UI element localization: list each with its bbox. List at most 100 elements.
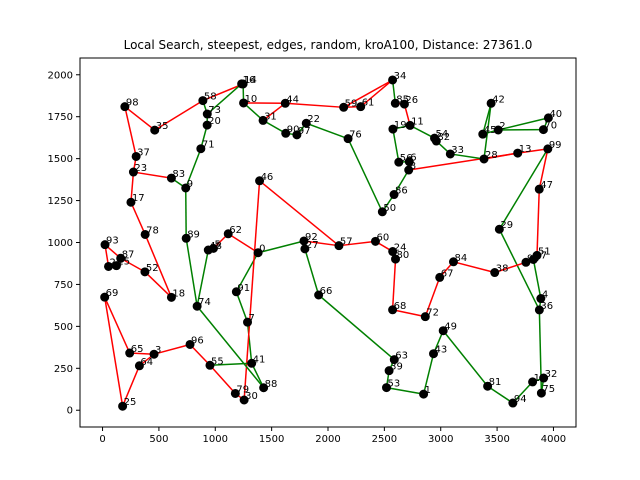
node-point-37: [131, 151, 141, 161]
node-point-86: [389, 190, 399, 200]
tour-edge-67-72: [424, 277, 441, 317]
node-point-20: [202, 120, 212, 130]
tour-edge-46-57: [259, 180, 340, 247]
tour-edge-63-66: [318, 294, 395, 361]
node-label-64: 64: [140, 357, 153, 368]
node-label-82: 82: [437, 132, 450, 143]
node-label-3: 3: [155, 345, 161, 356]
node-point-91: [231, 287, 241, 297]
node-label-2: 2: [499, 121, 505, 132]
tour-edge-7-41: [246, 322, 253, 364]
tour-edge-65-69: [104, 296, 131, 354]
node-point-22: [301, 118, 311, 128]
node-label-16: 16: [243, 75, 256, 86]
node-point-11: [405, 120, 415, 130]
node-point-44: [280, 98, 290, 108]
node-point-72: [420, 312, 430, 322]
node-point-19: [388, 124, 398, 134]
node-label-24: 24: [394, 243, 407, 254]
tour-edge-17-23: [130, 171, 135, 203]
node-point-71: [196, 144, 206, 154]
node-point-26: [399, 99, 409, 109]
node-point-73: [202, 109, 212, 119]
node-point-21: [104, 261, 114, 271]
node-point-96: [185, 339, 195, 349]
node-label-73: 73: [208, 105, 221, 116]
node-label-19: 19: [394, 120, 407, 131]
tour-edge-34-59: [343, 79, 393, 108]
node-label-87: 87: [122, 249, 135, 260]
node-label-93: 93: [106, 236, 119, 247]
node-point-84: [448, 257, 458, 267]
tour-edge-49-81: [442, 330, 489, 387]
node-point-97: [292, 130, 302, 140]
x-tick-label-500: 500: [149, 434, 168, 445]
node-label-5: 5: [214, 239, 220, 250]
node-point-53: [382, 383, 392, 393]
tour-edge-0-62: [227, 233, 259, 254]
node-label-76: 76: [349, 130, 362, 141]
node-point-18: [166, 292, 176, 302]
tour-edge-74-88: [196, 305, 265, 389]
node-label-74: 74: [198, 297, 211, 308]
node-label-84: 84: [454, 253, 467, 264]
x-tick-label-1000: 1000: [203, 434, 228, 445]
y-tick-label-0: 0: [67, 406, 73, 417]
node-label-49: 49: [444, 322, 457, 333]
tour-edge-40-2: [498, 117, 549, 131]
y-tick-label-1500: 1500: [48, 154, 73, 165]
node-label-45: 45: [484, 125, 497, 136]
node-point-80: [391, 254, 401, 264]
node-label-51: 51: [538, 246, 551, 257]
tour-edge-79-55: [209, 364, 236, 394]
node-label-37: 37: [137, 147, 150, 158]
node-label-46: 46: [261, 172, 274, 183]
node-label-17: 17: [132, 193, 145, 204]
node-point-57: [334, 241, 344, 251]
tour-edge-29-99: [498, 148, 549, 230]
y-tick-label-250: 250: [54, 364, 73, 375]
node-label-55: 55: [211, 356, 224, 367]
node-label-92: 92: [305, 232, 318, 243]
node-label-96: 96: [191, 335, 204, 346]
tour-edge-8-86: [393, 169, 410, 195]
node-label-88: 88: [265, 379, 278, 390]
node-point-62: [223, 229, 233, 239]
node-point-42: [486, 98, 496, 108]
node-point-82: [431, 136, 441, 146]
node-point-24: [388, 247, 398, 257]
node-label-29: 29: [500, 220, 513, 231]
tour-edge-57-60: [338, 240, 376, 247]
tour-edge-1-53: [386, 386, 424, 395]
node-point-75: [536, 388, 546, 398]
x-tick-label-2500: 2500: [372, 434, 397, 445]
node-label-27: 27: [306, 240, 319, 251]
node-label-14: 14: [244, 75, 257, 86]
tour-edge-81-94: [487, 385, 514, 404]
node-point-30: [239, 395, 249, 405]
node-label-54: 54: [436, 129, 449, 140]
tour-edge-19-56: [392, 128, 400, 163]
node-point-50: [377, 207, 387, 217]
node-label-36: 36: [540, 301, 553, 312]
tour-edge-55-96: [189, 343, 211, 366]
tour-edge-42-28: [483, 103, 492, 160]
node-point-9: [181, 183, 191, 193]
tour-edge-27-66: [304, 248, 320, 296]
tour-edge-25-64: [121, 365, 141, 407]
node-label-90: 90: [287, 124, 300, 135]
node-label-33: 33: [451, 145, 464, 156]
node-label-38: 38: [496, 264, 509, 275]
tour-edge-38-84: [453, 261, 495, 274]
node-point-12: [528, 377, 538, 387]
node-point-87: [116, 253, 126, 263]
tour-edge-3-96: [153, 343, 191, 355]
node-label-7: 7: [249, 313, 255, 324]
node-point-85: [390, 98, 400, 108]
node-point-52: [140, 267, 150, 277]
node-label-58: 58: [204, 92, 217, 103]
node-label-9: 9: [187, 179, 193, 190]
tour-edge-92-57: [303, 240, 340, 247]
node-point-81: [483, 381, 493, 391]
node-label-50: 50: [383, 203, 396, 214]
